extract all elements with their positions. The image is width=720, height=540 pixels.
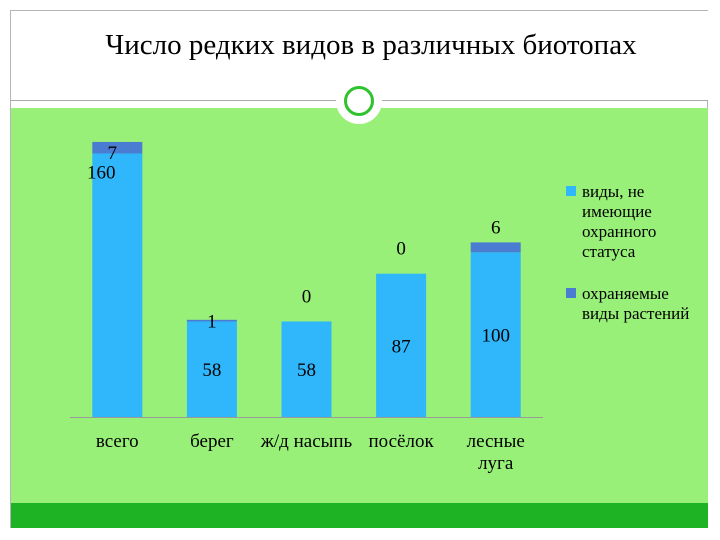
- data-label-protected-посёлок: 0: [396, 239, 406, 260]
- bar-unprotected-берег: [186, 321, 237, 417]
- data-label-protected-берег: 1: [207, 311, 217, 332]
- bar-unprotected-ж-д-насыпь: [281, 321, 332, 417]
- chart-legend: виды, не имеющие охранного статуса охран…: [566, 182, 706, 346]
- category-label-берег: берег: [190, 431, 234, 452]
- category-label-всего: всего: [96, 431, 139, 452]
- category-label-лесные-луга-line1: лесные: [467, 431, 525, 452]
- category-label-ж-д-насыпь: ж/д насыпь: [260, 431, 353, 452]
- bar-unprotected-посёлок: [376, 273, 427, 417]
- legend-item-unprotected: виды, не имеющие охранного статуса: [566, 182, 706, 262]
- legend-item-protected: охраняемые виды растений: [566, 284, 706, 324]
- bar-protected-всего: [92, 141, 143, 154]
- legend-label-unprotected: виды, не имеющие охранного статуса: [582, 182, 657, 261]
- data-label-protected-всего: 7: [108, 143, 118, 164]
- legend-swatch-protected: [566, 288, 576, 298]
- decorative-ring-icon: [336, 78, 382, 124]
- category-label-посёлок: посёлок: [368, 431, 434, 452]
- data-label-protected-ж-д-насыпь: 0: [302, 286, 312, 307]
- data-label-protected-лесные-луга: 6: [491, 217, 501, 238]
- bar-protected-берег: [186, 319, 237, 322]
- legend-swatch-unprotected: [566, 186, 576, 196]
- data-label-unprotected-лесные-луга: 100: [481, 326, 510, 347]
- bar-unprotected-всего: [92, 153, 143, 417]
- legend-label-protected: охраняемые виды растений: [582, 284, 690, 323]
- data-label-unprotected-берег: 58: [202, 360, 221, 381]
- bar-unprotected-лесные-луга: [470, 252, 521, 417]
- data-label-unprotected-ж-д-насыпь: 58: [297, 360, 316, 381]
- data-label-unprotected-всего: 160: [87, 162, 116, 183]
- data-label-unprotected-посёлок: 87: [392, 336, 411, 357]
- bottom-band: [11, 503, 708, 528]
- slide-title: Число редких видов в различных биотопах: [105, 29, 637, 61]
- category-label-лесные-луга-line2: луга: [478, 453, 514, 474]
- bar-protected-лесные-луга: [470, 242, 521, 253]
